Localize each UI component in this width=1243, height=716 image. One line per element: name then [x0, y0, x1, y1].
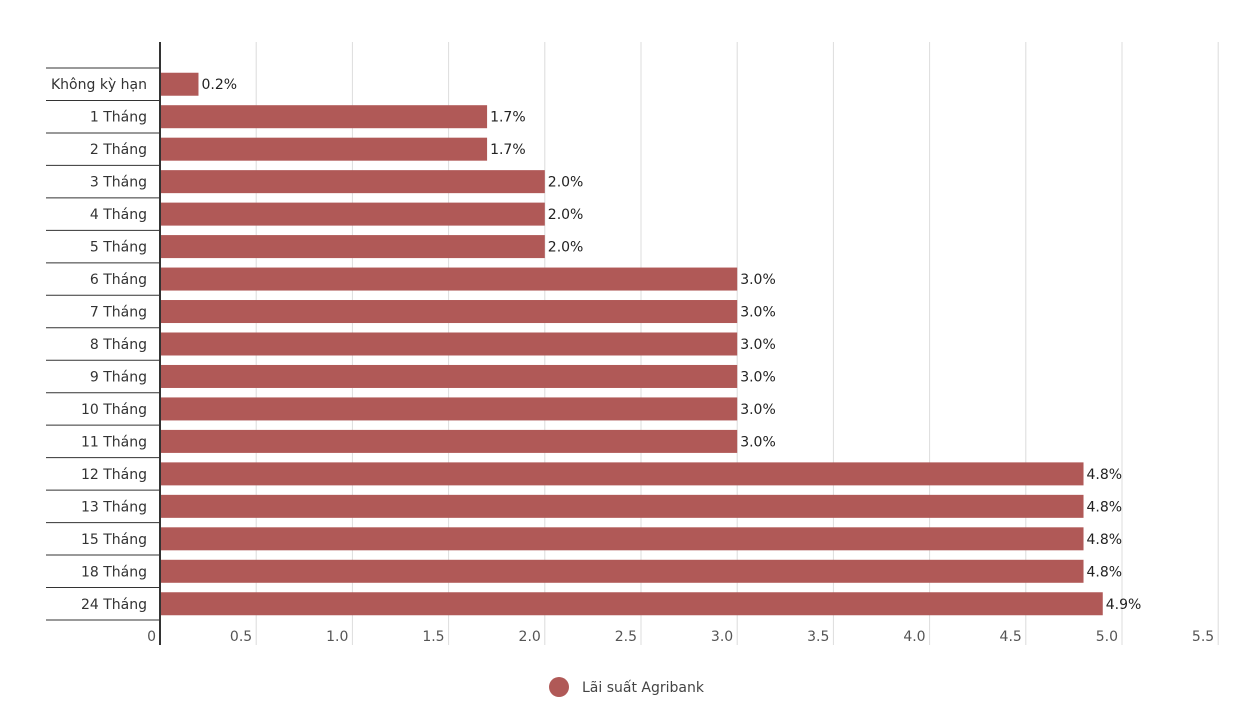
legend-marker [549, 677, 569, 697]
y-category-label: 7 Tháng [90, 305, 147, 321]
bar [160, 202, 545, 226]
bar [160, 137, 488, 161]
y-category-label: 5 Tháng [90, 240, 147, 256]
x-tick-label: 3.0 [711, 629, 733, 645]
data-label: 4.8% [1087, 564, 1123, 580]
bar [160, 527, 1084, 551]
data-label: 3.0% [740, 272, 776, 288]
y-category-label: 24 Tháng [81, 597, 147, 613]
bar [160, 592, 1103, 616]
x-tick-label: 3.5 [807, 629, 829, 645]
bar [160, 364, 738, 388]
bar [160, 494, 1084, 518]
x-tick-label: 4.0 [903, 629, 925, 645]
x-tick-label: 1.0 [326, 629, 348, 645]
y-category-label: 3 Tháng [90, 175, 147, 191]
bar [160, 72, 199, 96]
y-category-label: 2 Tháng [90, 142, 147, 158]
x-tick-label: 0 [147, 629, 156, 645]
data-label: 2.0% [548, 207, 584, 223]
bar [160, 170, 545, 194]
bar [160, 559, 1084, 583]
bar [160, 462, 1084, 486]
data-label: 0.2% [201, 77, 237, 93]
bar [160, 332, 738, 356]
data-label: 4.8% [1087, 532, 1123, 548]
y-category-label: 15 Tháng [81, 532, 147, 548]
bar [160, 397, 738, 421]
x-tick-label: 5.0 [1096, 629, 1118, 645]
y-category-label: 12 Tháng [81, 467, 147, 483]
data-label: 3.0% [740, 337, 776, 353]
x-tick-label: 1.5 [422, 629, 444, 645]
legend-label: Lãi suất Agribank [582, 680, 705, 696]
data-label: 4.9% [1106, 597, 1142, 613]
y-category-label: 1 Tháng [90, 110, 147, 126]
data-label: 3.0% [740, 369, 776, 385]
data-label: 1.7% [490, 110, 526, 126]
data-label: 4.8% [1087, 467, 1123, 483]
bar [160, 300, 738, 324]
y-category-label: 18 Tháng [81, 564, 147, 580]
x-tick-label: 2.5 [615, 629, 637, 645]
x-tick-label: 2.0 [519, 629, 541, 645]
x-tick-label: 4.5 [1000, 629, 1022, 645]
y-category-label: 6 Tháng [90, 272, 147, 288]
y-category-label: Không kỳ hạn [51, 77, 147, 93]
x-tick-label: 5.5 [1192, 629, 1214, 645]
data-label: 1.7% [490, 142, 526, 158]
data-label: 4.8% [1087, 499, 1123, 515]
data-label: 2.0% [548, 240, 584, 256]
y-category-label: 13 Tháng [81, 499, 147, 515]
data-label: 3.0% [740, 402, 776, 418]
bar [160, 267, 738, 291]
y-category-label: 8 Tháng [90, 337, 147, 353]
bar [160, 429, 738, 453]
x-tick-label: 0.5 [230, 629, 252, 645]
bar [160, 235, 545, 259]
data-label: 2.0% [548, 175, 584, 191]
y-category-label: 9 Tháng [90, 369, 147, 385]
data-label: 3.0% [740, 305, 776, 321]
data-label: 3.0% [740, 434, 776, 450]
y-category-label: 4 Tháng [90, 207, 147, 223]
bar [160, 105, 488, 129]
y-category-label: 10 Tháng [81, 402, 147, 418]
y-category-label: 11 Tháng [81, 434, 147, 450]
